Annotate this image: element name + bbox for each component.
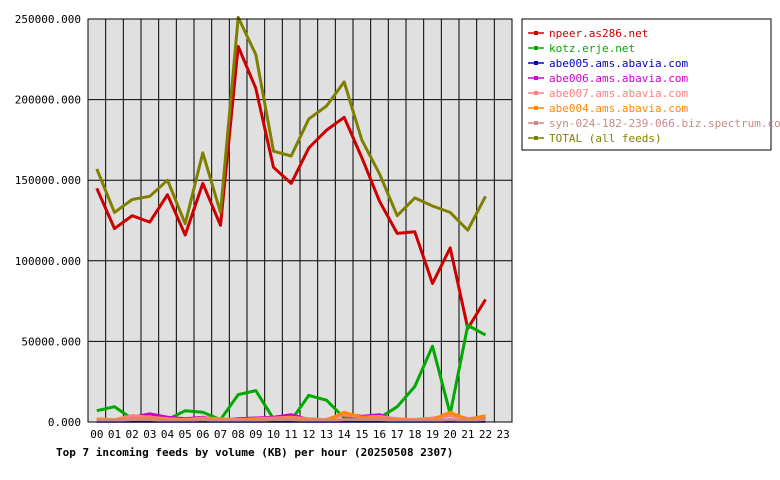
legend-label: abe006.ams.abavia.com (549, 72, 688, 85)
x-tick-label: 22 (479, 428, 492, 441)
y-tick-label: 200000.000 (15, 94, 81, 107)
x-tick-label: 14 (338, 428, 352, 441)
legend-marker (534, 61, 538, 65)
x-tick-label: 18 (408, 428, 421, 441)
plot-frame (87, 18, 513, 423)
x-tick-label: 06 (196, 428, 209, 441)
x-tick-label: 07 (214, 428, 227, 441)
chart-title: Top 7 incoming feeds by volume (KB) per … (56, 446, 453, 459)
legend-marker (534, 46, 538, 50)
x-tick-label: 10 (267, 428, 280, 441)
x-tick-label: 20 (444, 428, 457, 441)
legend: npeer.as286.net kotz.erje.net abe005.ams.a… (521, 18, 780, 151)
legend-marker (534, 91, 538, 95)
x-tick-label: 12 (302, 428, 315, 441)
x-tick-label: 23 (497, 428, 510, 441)
x-tick-label: 02 (126, 428, 139, 441)
y-tick-label: 100000.000 (15, 255, 81, 268)
legend-marker (534, 106, 538, 110)
y-tick-label: 50000.000 (21, 335, 81, 348)
legend-label: abe007.ams.abavia.com (549, 87, 688, 100)
y-tick-label: 0.000 (48, 416, 81, 429)
x-tick-label: 05 (179, 428, 192, 441)
x-tick-label: 17 (391, 428, 404, 441)
series-line (96, 418, 486, 422)
series-line (95, 15, 487, 232)
series-line (95, 44, 487, 330)
x-tick-label: 13 (320, 428, 333, 441)
legend-marker (534, 121, 538, 125)
legend-box (521, 18, 772, 151)
x-tick-label: 21 (461, 428, 474, 441)
x-tick-label: 16 (373, 428, 386, 441)
x-tick-label: 00 (90, 428, 103, 441)
x-tick-label: 19 (426, 428, 439, 441)
x-tick-label: 03 (143, 428, 156, 441)
legend-marker (534, 31, 538, 35)
legend-marker (534, 136, 538, 140)
y-tick-label: 250000.000 (15, 13, 81, 26)
legend-label: abe004.ams.abavia.com (549, 102, 688, 115)
x-tick-label: 08 (232, 428, 245, 441)
x-tick-label: 09 (249, 428, 262, 441)
legend-label: abe005.ams.abavia.com (549, 57, 688, 70)
legend-marker (534, 76, 538, 80)
series-lines (95, 15, 487, 423)
x-tick-label: 04 (161, 428, 175, 441)
legend-label: TOTAL (all feeds) (549, 132, 662, 145)
y-tick-label: 150000.000 (15, 174, 81, 187)
x-tick-label: 15 (355, 428, 368, 441)
legend-label: syn-024-182-239-066.biz.spectrum.com (549, 117, 780, 130)
y-tick-labels: 0.000 50000.000 100000.000 150000.000 200000… (15, 13, 81, 429)
legend-label: kotz.erje.net (549, 42, 635, 55)
x-tick-label: 01 (108, 428, 121, 441)
x-tick-labels: 00 01 02 03 04 05 06 07 08 09 10 11 12 13 14 15 16 17 18 19… (90, 428, 510, 441)
grid-lines (88, 18, 512, 423)
legend-label: npeer.as286.net (549, 27, 648, 40)
x-tick-label: 11 (285, 428, 298, 441)
